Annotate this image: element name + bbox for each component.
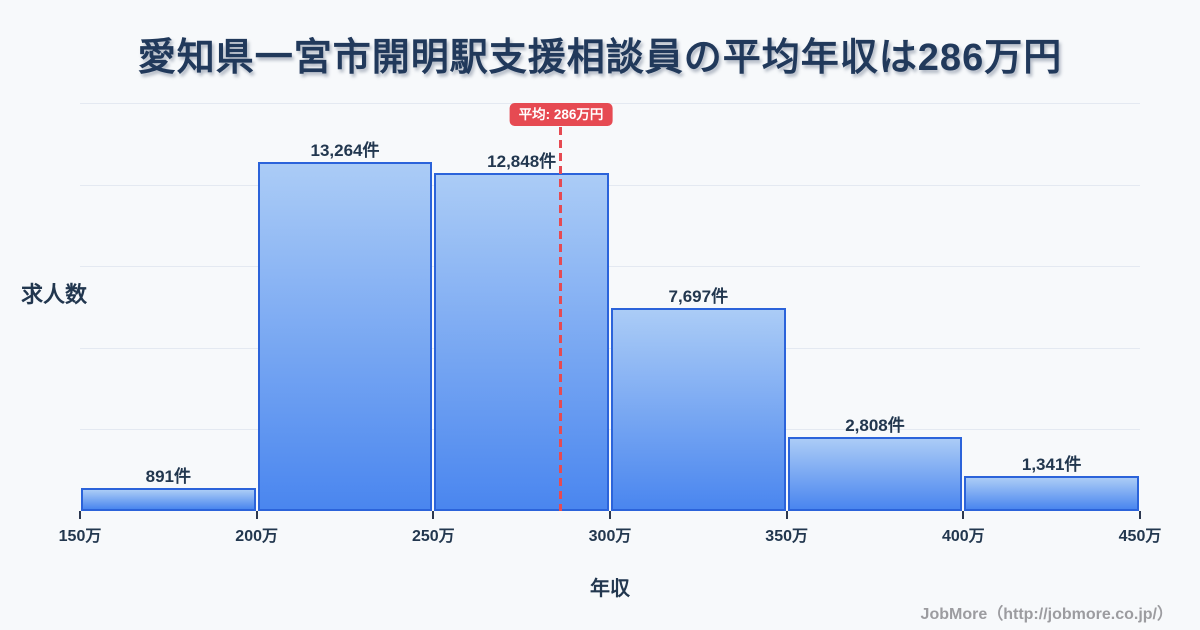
histogram-bar xyxy=(787,437,963,511)
x-tick-label: 300万 xyxy=(588,528,632,545)
x-tick xyxy=(962,511,965,519)
histogram-bar xyxy=(257,162,433,511)
bar-value-label: 1,341件 xyxy=(1021,455,1082,474)
bar-value-label: 2,808件 xyxy=(845,416,905,435)
x-tick xyxy=(1139,511,1141,519)
x-tick xyxy=(255,511,258,519)
x-tick-label: 200万 xyxy=(235,528,278,545)
x-tick-label: 450万 xyxy=(1118,528,1162,545)
bar-value-label: 13,264件 xyxy=(310,141,380,160)
footer-credit: JobMore（http://jobmore.co.jp/） xyxy=(920,606,1173,623)
histogram-bar xyxy=(611,308,786,511)
x-axis-label: 年収 xyxy=(590,578,630,600)
bar-value-label: 891件 xyxy=(145,467,192,486)
x-tick-label: 350万 xyxy=(765,528,808,545)
y-axis-label: 求人数 xyxy=(21,282,88,307)
x-tick-label: 400万 xyxy=(941,528,985,545)
x-tick xyxy=(79,511,81,519)
x-tick xyxy=(432,511,435,519)
gridline xyxy=(80,185,1140,186)
average-badge: 平均: 286万円 xyxy=(509,103,613,126)
histogram-bar xyxy=(434,173,609,511)
histogram-bar xyxy=(964,476,1139,511)
bar-value-label: 7,697件 xyxy=(668,287,729,306)
gridline xyxy=(80,348,1140,349)
x-tick-label: 150万 xyxy=(58,528,102,545)
bar-value-label: 12,848件 xyxy=(487,152,557,171)
x-tick-label: 250万 xyxy=(411,528,455,545)
histogram-bar xyxy=(81,488,256,511)
chart-title: 愛知県一宮市開明駅支援相談員の平均年収は286万円 xyxy=(137,37,1063,79)
x-tick xyxy=(785,511,788,519)
x-tick xyxy=(609,511,611,519)
average-dashed-line-icon xyxy=(559,127,562,511)
gridline xyxy=(80,266,1140,267)
gridline xyxy=(80,429,1140,430)
